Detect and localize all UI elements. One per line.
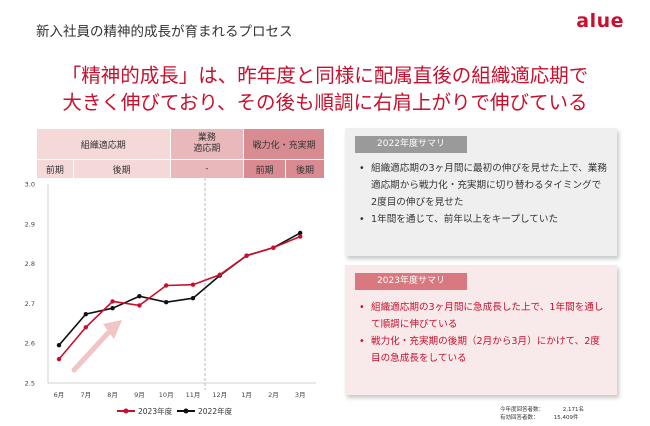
alue-logo: alue (576, 10, 624, 32)
x-tick-label: 7月 (80, 391, 91, 399)
x-tick-label: 12月 (212, 391, 227, 399)
growth-arrow-shaft (71, 330, 111, 373)
series-point-2022年度 (83, 311, 89, 317)
series-point-2022年度 (298, 230, 303, 236)
y-tick-label: 2.6 (25, 340, 35, 348)
legend-marker-2022 (183, 408, 189, 414)
footnote-respondents: 今年度回答者数： 2,171名 (500, 405, 584, 413)
summary-2023-bullet-1: 組織適応期の3ヶ月間に急成長した上で、1年間を通して順調に伸びている (357, 299, 607, 333)
x-tick-label: 9月 (134, 391, 145, 399)
series-point-2022年度 (137, 294, 142, 299)
phase-organizational-adaptation: 組織適応期 (36, 128, 171, 160)
summary-2022-bullet-1: 組織適応期の3ヶ月間に最初の伸びを見せた上で、業務適応期から戦力化・充実期に切り… (357, 160, 607, 211)
legend-marker-2023 (123, 408, 129, 414)
phase-sub-late-2: 後期 (285, 159, 325, 179)
y-tick-label: 3.0 (25, 181, 35, 189)
series-point-2023年度 (164, 283, 169, 288)
summary-2023-list: 組織適応期の3ヶ月間に急成長した上で、1年間を通して順調に伸びている 戦力化・充… (357, 299, 607, 367)
chart-legend: 2023年度 2022年度 (117, 406, 233, 416)
series-point-2023年度 (190, 282, 196, 287)
x-tick-label: 3月 (295, 391, 306, 399)
footnote-valid-label: 有効回答者数： (500, 415, 539, 421)
series-point-2023年度 (110, 299, 115, 304)
summary-2023-card: 2023年度サマリ 組織適応期の3ヶ月間に急成長した上で、1年間を通して順調に伸… (345, 265, 617, 395)
y-tick-label: 2.8 (25, 260, 35, 268)
x-tick-label: 8月 (107, 391, 118, 399)
footnote-valid: 有効回答者数： 15,409件 (500, 413, 579, 421)
series-point-2022年度 (56, 342, 62, 348)
y-tick-label: 2.9 (25, 220, 35, 228)
x-tick-label: 6月 (54, 391, 65, 399)
series-line-2023年度 (58, 235, 301, 360)
x-tick-label: 11月 (186, 391, 201, 399)
footnote-respondents-value: 2,171名 (562, 407, 585, 413)
summary-2022-tag: 2022年度サマリ (355, 136, 467, 153)
legend-label-2023: 2023年度 (138, 406, 173, 416)
series-point-2023年度 (244, 253, 249, 258)
series-point-2023年度 (56, 356, 62, 362)
phase-sub-work: - (169, 159, 245, 179)
series-point-2023年度 (271, 245, 276, 250)
footnote-respondents-label: 今年度回答者数： (500, 407, 545, 413)
y-tick-label: 2.5 (25, 380, 35, 388)
x-tick-label: 2月 (268, 391, 279, 399)
x-tick-label: 1月 (241, 391, 252, 399)
growth-arrow (71, 320, 122, 373)
phase-sub-early-1: 前期 (36, 159, 74, 179)
growth-line-chart: 2.5 2.6 2.7 2.8 2.9 3.0 6月 7月 8月 9月 10月 11月 12月 1月 2月… (25, 178, 316, 416)
headline-line-2: 大きく伸びており、その後も順調に右肩上がりで伸びている (62, 91, 588, 114)
summary-2023-tag: 2023年度サマリ (355, 273, 467, 290)
series-point-2022年度 (164, 300, 169, 305)
x-tick-label: 10月 (159, 391, 174, 399)
phase-sub-early-2: 前期 (243, 159, 287, 179)
phase-sub-late-1: 後期 (72, 159, 171, 179)
headline-line-1: 「精神的成長」は、昨年度と同様に配属直後の組織適応期で (61, 64, 589, 87)
summary-2022-bullet-2: 1年間を通じて、前年以上をキープしていた (357, 211, 607, 228)
footnote-valid-value: 15,409件 (553, 415, 579, 421)
legend-label-2022: 2022年度 (198, 406, 233, 416)
growth-arrow-head (103, 320, 122, 339)
y-tick-label: 2.7 (25, 300, 35, 308)
series-point-2023年度 (83, 325, 89, 330)
series-point-2022年度 (110, 305, 115, 311)
slide-title: 新入社員の精神的成長が育まれるプロセス (36, 24, 293, 40)
series-point-2023年度 (298, 234, 303, 239)
series-point-2022年度 (190, 296, 196, 301)
summary-2022-card: 2022年度サマリ 組織適応期の3ヶ月間に最初の伸びを見せた上で、業務適応期から… (345, 128, 617, 256)
series-point-2023年度 (217, 272, 222, 277)
summary-2022-list: 組織適応期の3ヶ月間に最初の伸びを見せた上で、業務適応期から戦力化・充実期に切り… (357, 160, 607, 228)
series-point-2023年度 (137, 303, 142, 308)
phase-table: 組織適応期 業務 適応期 戦力化・充実期 前期 後期 - 前期 後期 (36, 128, 325, 179)
summary-2023-bullet-2: 戦力化・充実期の後期（2月から3月）にかけて、2度目の急成長をしている (357, 333, 607, 367)
